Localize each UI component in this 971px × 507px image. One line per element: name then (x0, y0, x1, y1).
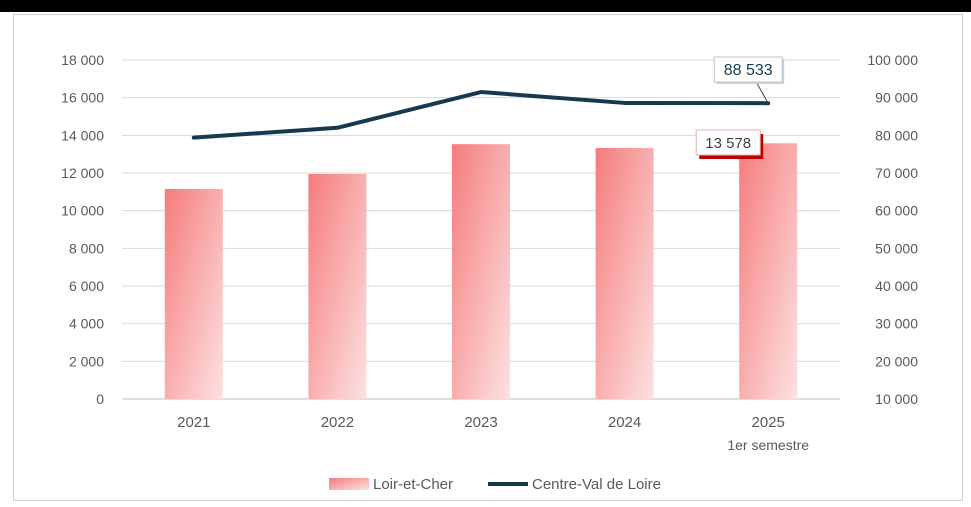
left-axis-tick-label: 6 000 (69, 278, 104, 294)
bar-label-box (695, 129, 761, 156)
bar-loir-et-cher (739, 143, 798, 399)
right-axis-tick-label: 90 000 (875, 90, 918, 106)
legend-label-loir-et-cher: Loir-et-Cher (373, 476, 453, 493)
x-axis-tick-sublabel: 1er semestre (727, 437, 809, 453)
left-axis-tick-label: 0 (96, 391, 104, 407)
line-data-label: 88 533 (724, 62, 773, 79)
line-point (193, 137, 195, 139)
data-label-leader (755, 81, 769, 104)
left-axis-tick-label: 12 000 (61, 165, 104, 181)
bar-loir-et-cher (308, 173, 367, 399)
right-axis-tick-label: 40 000 (875, 278, 918, 294)
line-point (624, 102, 626, 104)
x-axis-tick-label: 2024 (608, 414, 641, 431)
right-axis-tick-label: 100 000 (867, 52, 918, 68)
data-label-box (713, 56, 783, 83)
right-axis-tick-label: 30 000 (875, 316, 918, 332)
right-axis-tick-label: 50 000 (875, 240, 918, 256)
left-axis-tick-label: 10 000 (61, 203, 104, 219)
legend-swatch-loir-et-cher (329, 478, 369, 490)
legend-label-centre-val-de-loire: Centre-Val de Loire (532, 476, 661, 493)
line-point (480, 91, 482, 93)
right-axis-tick-label: 20 000 (875, 353, 918, 369)
line-centre-val-de-loire (191, 90, 771, 140)
left-axis-tick-label: 18 000 (61, 52, 104, 68)
right-axis-tick-label: 10 000 (875, 391, 918, 407)
bar-loir-et-cher (452, 144, 510, 399)
x-axis-tick-label: 2025 (752, 414, 785, 431)
left-axis-tick-label: 14 000 (61, 127, 104, 143)
x-axis-tick-label: 2023 (464, 414, 497, 431)
bar-data-label: 13 578 (705, 135, 751, 152)
x-axis-tick-label: 2021 (177, 414, 210, 431)
right-axis-tick-label: 70 000 (875, 165, 918, 181)
x-axis-tick-label: 2022 (321, 414, 354, 431)
left-axis-tick-label: 4 000 (69, 316, 104, 332)
left-axis-tick-label: 2 000 (69, 353, 104, 369)
top-edge-bar (0, 0, 971, 12)
left-axis-tick-label: 8 000 (69, 240, 104, 256)
right-axis-tick-label: 80 000 (875, 127, 918, 143)
bar-loir-et-cher (164, 189, 223, 399)
left-axis-tick-label: 16 000 (61, 90, 104, 106)
right-axis-tick-label: 60 000 (875, 203, 918, 219)
bar-loir-et-cher (595, 147, 654, 399)
line-point (336, 127, 338, 129)
